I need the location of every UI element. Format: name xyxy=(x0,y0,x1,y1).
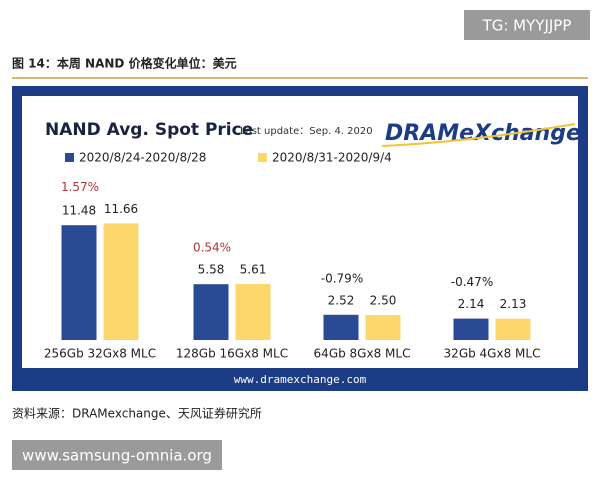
change-label: 0.54% xyxy=(193,240,231,254)
change-label: -0.79% xyxy=(321,271,363,285)
bar xyxy=(453,318,489,340)
x-tick-label: 32Gb 4Gx8 MLC xyxy=(444,347,541,361)
source: 资料来源：DRAMexchange、天风证券研究所 xyxy=(12,406,262,421)
bar xyxy=(365,315,401,340)
value-label: 2.50 xyxy=(370,294,397,308)
value-label: 2.14 xyxy=(458,297,485,311)
watermark-box xyxy=(12,440,222,470)
subtitle: Last update：Sep. 4. 2020 xyxy=(240,126,373,137)
watermark: TG: MYYJJPP xyxy=(482,17,572,35)
x-tick-label: 256Gb 32Gx8 MLC xyxy=(44,347,156,361)
change-label: 1.57% xyxy=(61,180,99,194)
bar xyxy=(103,223,139,340)
chart-title: NAND Avg. Spot Price xyxy=(45,120,253,140)
legend-swatch xyxy=(65,153,74,162)
change-label: -0.47% xyxy=(451,275,493,289)
bar xyxy=(495,318,531,340)
legend-label: 2020/8/31-2020/9/4 xyxy=(272,151,392,165)
bar xyxy=(193,284,229,340)
x-tick-label: 64Gb 8Gx8 MLC xyxy=(314,347,411,361)
footer: www.dramexchange.com xyxy=(234,373,367,386)
value-label: 11.48 xyxy=(62,204,96,218)
watermark-box xyxy=(464,10,590,40)
value-label: 5.61 xyxy=(240,262,267,276)
value-label: 11.66 xyxy=(104,202,138,216)
legend-swatch xyxy=(258,153,267,162)
bar xyxy=(323,314,359,340)
logo: DRAMeXchange xyxy=(385,121,581,146)
bar xyxy=(235,283,271,340)
value-label: 2.13 xyxy=(500,297,527,311)
logo-swoosh xyxy=(381,123,576,147)
caption: 图 14：本周 NAND 价格变化单位：美元 xyxy=(12,56,237,71)
value-label: 5.58 xyxy=(198,263,225,277)
watermark: www.samsung-omnia.org xyxy=(22,447,212,465)
value-label: 2.52 xyxy=(328,293,355,307)
bar xyxy=(61,225,97,340)
x-tick-label: 128Gb 16Gx8 MLC xyxy=(176,347,288,361)
legend-label: 2020/8/24-2020/8/28 xyxy=(79,151,206,165)
